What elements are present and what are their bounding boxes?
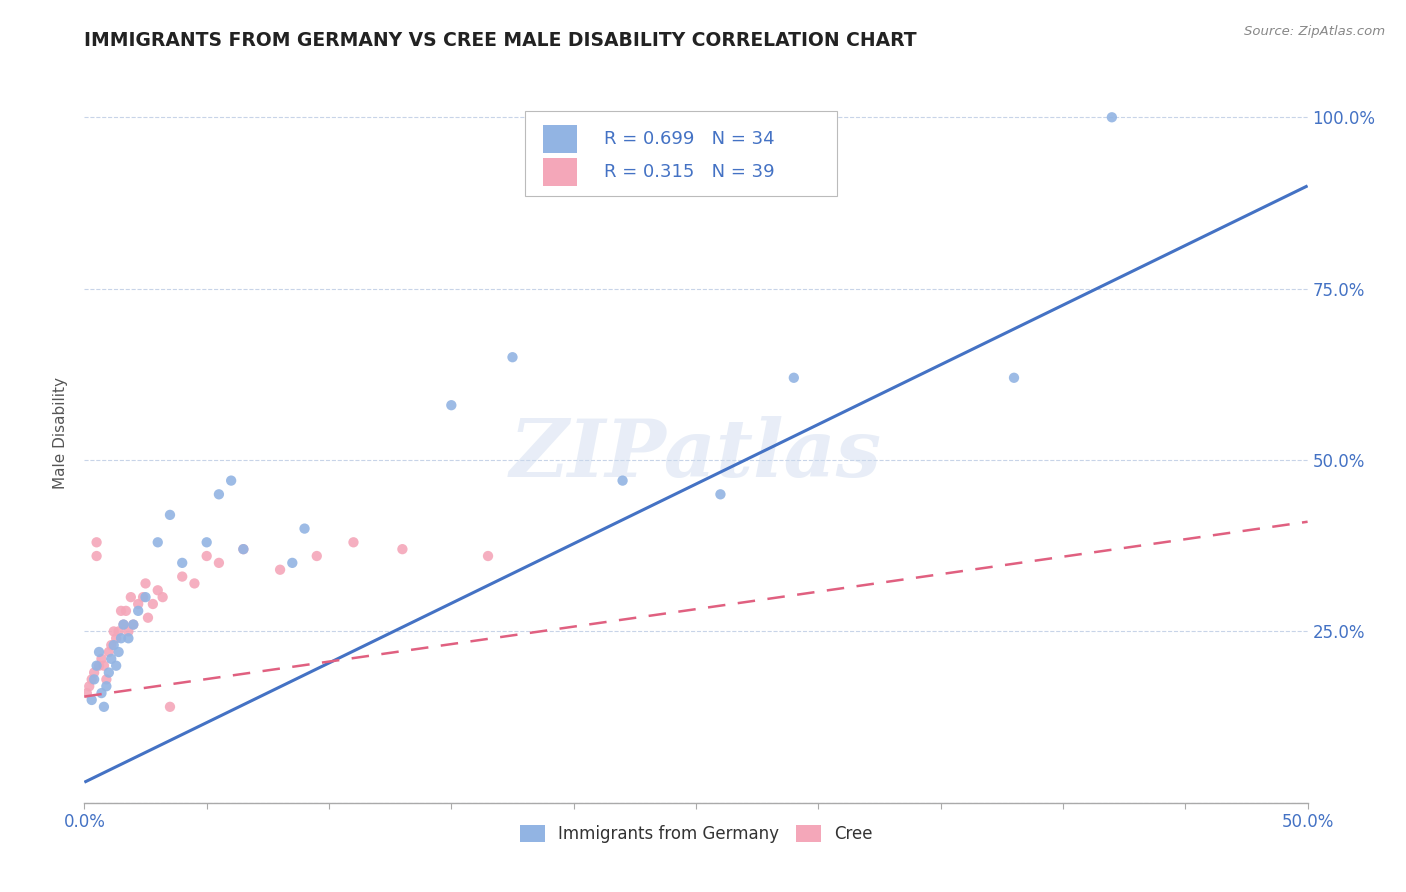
- Point: [87, 658, 110, 673]
- Point: [342, 535, 364, 549]
- Point: [120, 590, 142, 604]
- Point: [103, 638, 125, 652]
- FancyBboxPatch shape: [524, 111, 837, 195]
- FancyBboxPatch shape: [543, 158, 578, 186]
- Text: ZIPatlas: ZIPatlas: [510, 416, 882, 493]
- Point: [269, 563, 291, 577]
- Point: [208, 556, 231, 570]
- Point: [195, 549, 218, 563]
- Point: [97, 645, 120, 659]
- Point: [83, 665, 105, 680]
- Point: [477, 549, 499, 563]
- Point: [122, 617, 145, 632]
- Point: [117, 632, 139, 646]
- Point: [159, 699, 181, 714]
- Point: [146, 535, 169, 549]
- Point: [783, 371, 806, 385]
- Point: [142, 597, 165, 611]
- Point: [115, 604, 138, 618]
- Point: [391, 542, 413, 557]
- FancyBboxPatch shape: [543, 125, 578, 153]
- Point: [136, 610, 159, 624]
- Point: [110, 604, 132, 618]
- Point: [127, 604, 149, 618]
- Point: [132, 590, 155, 604]
- Point: [110, 632, 132, 646]
- Text: Source: ZipAtlas.com: Source: ZipAtlas.com: [1244, 25, 1385, 38]
- Legend: Immigrants from Germany, Cree: Immigrants from Germany, Cree: [513, 819, 879, 850]
- Point: [87, 645, 110, 659]
- Point: [112, 617, 135, 632]
- Point: [107, 645, 129, 659]
- Point: [195, 535, 218, 549]
- Point: [97, 665, 120, 680]
- Text: IMMIGRANTS FROM GERMANY VS CREE MALE DISABILITY CORRELATION CHART: IMMIGRANTS FROM GERMANY VS CREE MALE DIS…: [84, 30, 917, 50]
- Point: [93, 658, 115, 673]
- Point: [100, 638, 122, 652]
- Point: [135, 590, 157, 604]
- Point: [122, 617, 145, 632]
- Point: [103, 624, 125, 639]
- Point: [76, 686, 98, 700]
- Point: [90, 686, 112, 700]
- Point: [86, 658, 108, 673]
- Point: [83, 673, 105, 687]
- Point: [172, 569, 194, 583]
- Point: [294, 522, 316, 536]
- Point: [86, 535, 108, 549]
- Point: [219, 474, 242, 488]
- Point: [86, 549, 108, 563]
- Point: [107, 624, 129, 639]
- Point: [1002, 371, 1025, 385]
- Point: [183, 576, 205, 591]
- Point: [105, 658, 128, 673]
- Point: [112, 617, 135, 632]
- Point: [232, 542, 254, 557]
- Point: [96, 679, 118, 693]
- Text: R = 0.699   N = 34: R = 0.699 N = 34: [605, 129, 775, 148]
- Point: [135, 576, 157, 591]
- Point: [117, 624, 139, 639]
- Point: [80, 673, 103, 687]
- Point: [305, 549, 328, 563]
- Point: [100, 652, 122, 666]
- Point: [1101, 110, 1123, 124]
- Point: [90, 652, 112, 666]
- Point: [502, 350, 524, 364]
- Point: [146, 583, 169, 598]
- Text: R = 0.315   N = 39: R = 0.315 N = 39: [605, 163, 775, 181]
- Point: [93, 699, 115, 714]
- Point: [159, 508, 181, 522]
- Point: [152, 590, 174, 604]
- Point: [80, 693, 103, 707]
- Point: [172, 556, 194, 570]
- Point: [281, 556, 304, 570]
- Point: [208, 487, 231, 501]
- Point: [440, 398, 463, 412]
- Point: [127, 597, 149, 611]
- Point: [105, 632, 128, 646]
- Point: [612, 474, 634, 488]
- Y-axis label: Male Disability: Male Disability: [53, 376, 69, 489]
- Point: [232, 542, 254, 557]
- Point: [77, 679, 100, 693]
- Point: [96, 673, 118, 687]
- Point: [709, 487, 731, 501]
